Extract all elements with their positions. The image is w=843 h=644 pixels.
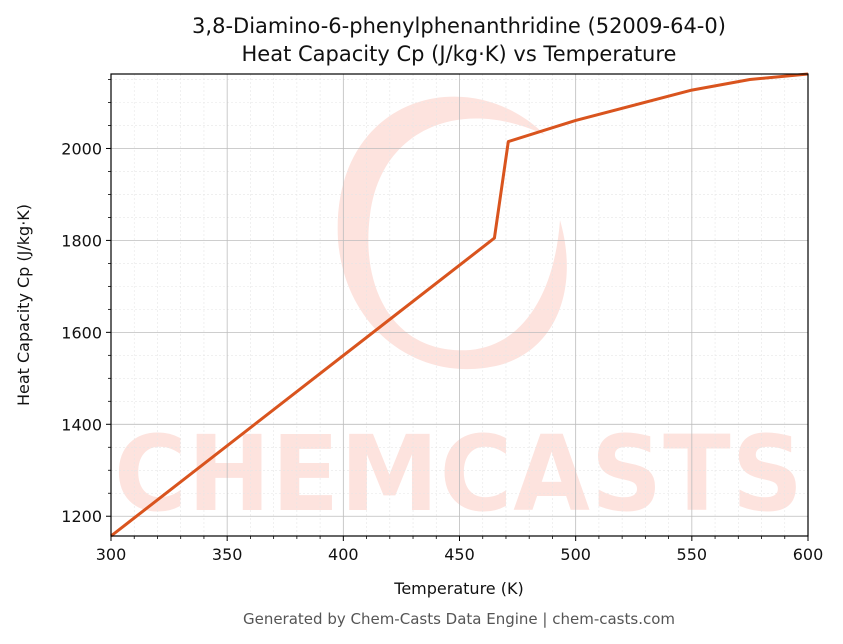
watermark: CHEMCASTS bbox=[114, 96, 804, 535]
y-tick-label: 1800 bbox=[61, 231, 102, 250]
x-tick-label: 500 bbox=[560, 545, 591, 564]
y-tick-label: 1200 bbox=[61, 507, 102, 526]
x-axis-ticks: 300 350 400 450 500 550 600 bbox=[96, 536, 824, 564]
x-axis-label: Temperature (K) bbox=[393, 579, 523, 598]
y-axis-ticks: 1200 1400 1600 1800 2000 bbox=[61, 79, 111, 526]
x-tick-label: 550 bbox=[677, 545, 708, 564]
x-tick-label: 600 bbox=[793, 545, 824, 564]
footer-credit: Generated by Chem-Casts Data Engine | ch… bbox=[243, 610, 675, 628]
series-line bbox=[110, 72, 809, 538]
chart-title-line1: 3,8-Diamino-6-phenylphenanthridine (5200… bbox=[192, 14, 726, 38]
y-tick-label: 2000 bbox=[61, 139, 102, 158]
series-layer bbox=[110, 72, 809, 538]
watermark-swoosh bbox=[337, 96, 567, 370]
x-tick-label: 350 bbox=[212, 545, 243, 564]
x-tick-label: 400 bbox=[328, 545, 359, 564]
y-tick-label: 1600 bbox=[61, 323, 102, 342]
x-tick-label: 300 bbox=[96, 545, 127, 564]
chart-title-line2: Heat Capacity Cp (J/kg·K) vs Temperature bbox=[242, 42, 677, 66]
x-tick-label: 450 bbox=[444, 545, 475, 564]
watermark-text: CHEMCASTS bbox=[114, 413, 804, 535]
y-axis-label: Heat Capacity Cp (J/kg·K) bbox=[14, 204, 33, 406]
y-tick-label: 1400 bbox=[61, 415, 102, 434]
